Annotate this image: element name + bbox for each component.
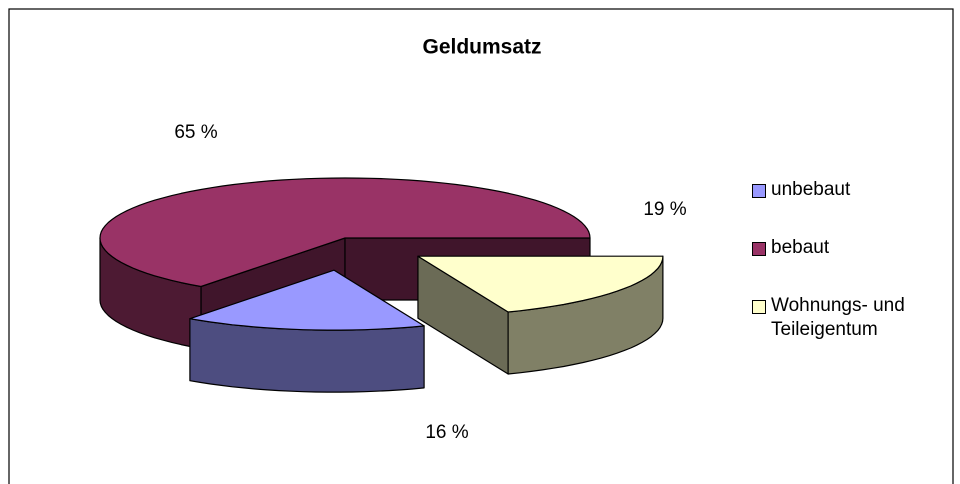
- data-label: 16 %: [425, 422, 468, 443]
- pie-slice: [189, 269, 425, 393]
- slice-top: [417, 255, 664, 313]
- legend-swatch: [752, 300, 766, 314]
- data-label: 19 %: [643, 199, 686, 220]
- slice-top: [189, 269, 425, 331]
- slice-top: [99, 177, 591, 288]
- legend-label: Wohnungs- und Teileigentum: [771, 295, 905, 340]
- legend-item: bebaut: [752, 236, 952, 260]
- legend-swatch: [752, 242, 766, 256]
- pie: [99, 177, 664, 393]
- legend: unbebaut bebaut Wohnungs- und Teileigentum: [752, 178, 952, 376]
- pie-slice: [417, 255, 664, 375]
- legend-swatch: [752, 184, 766, 198]
- legend-label: unbebaut: [771, 179, 851, 200]
- pie-slice: [99, 177, 591, 350]
- legend-item: unbebaut: [752, 178, 952, 202]
- legend-label: bebaut: [771, 237, 830, 258]
- data-label: 65 %: [174, 122, 217, 143]
- legend-item: Wohnungs- und Teileigentum: [752, 294, 952, 342]
- chart-title: Geldumsatz: [422, 36, 541, 59]
